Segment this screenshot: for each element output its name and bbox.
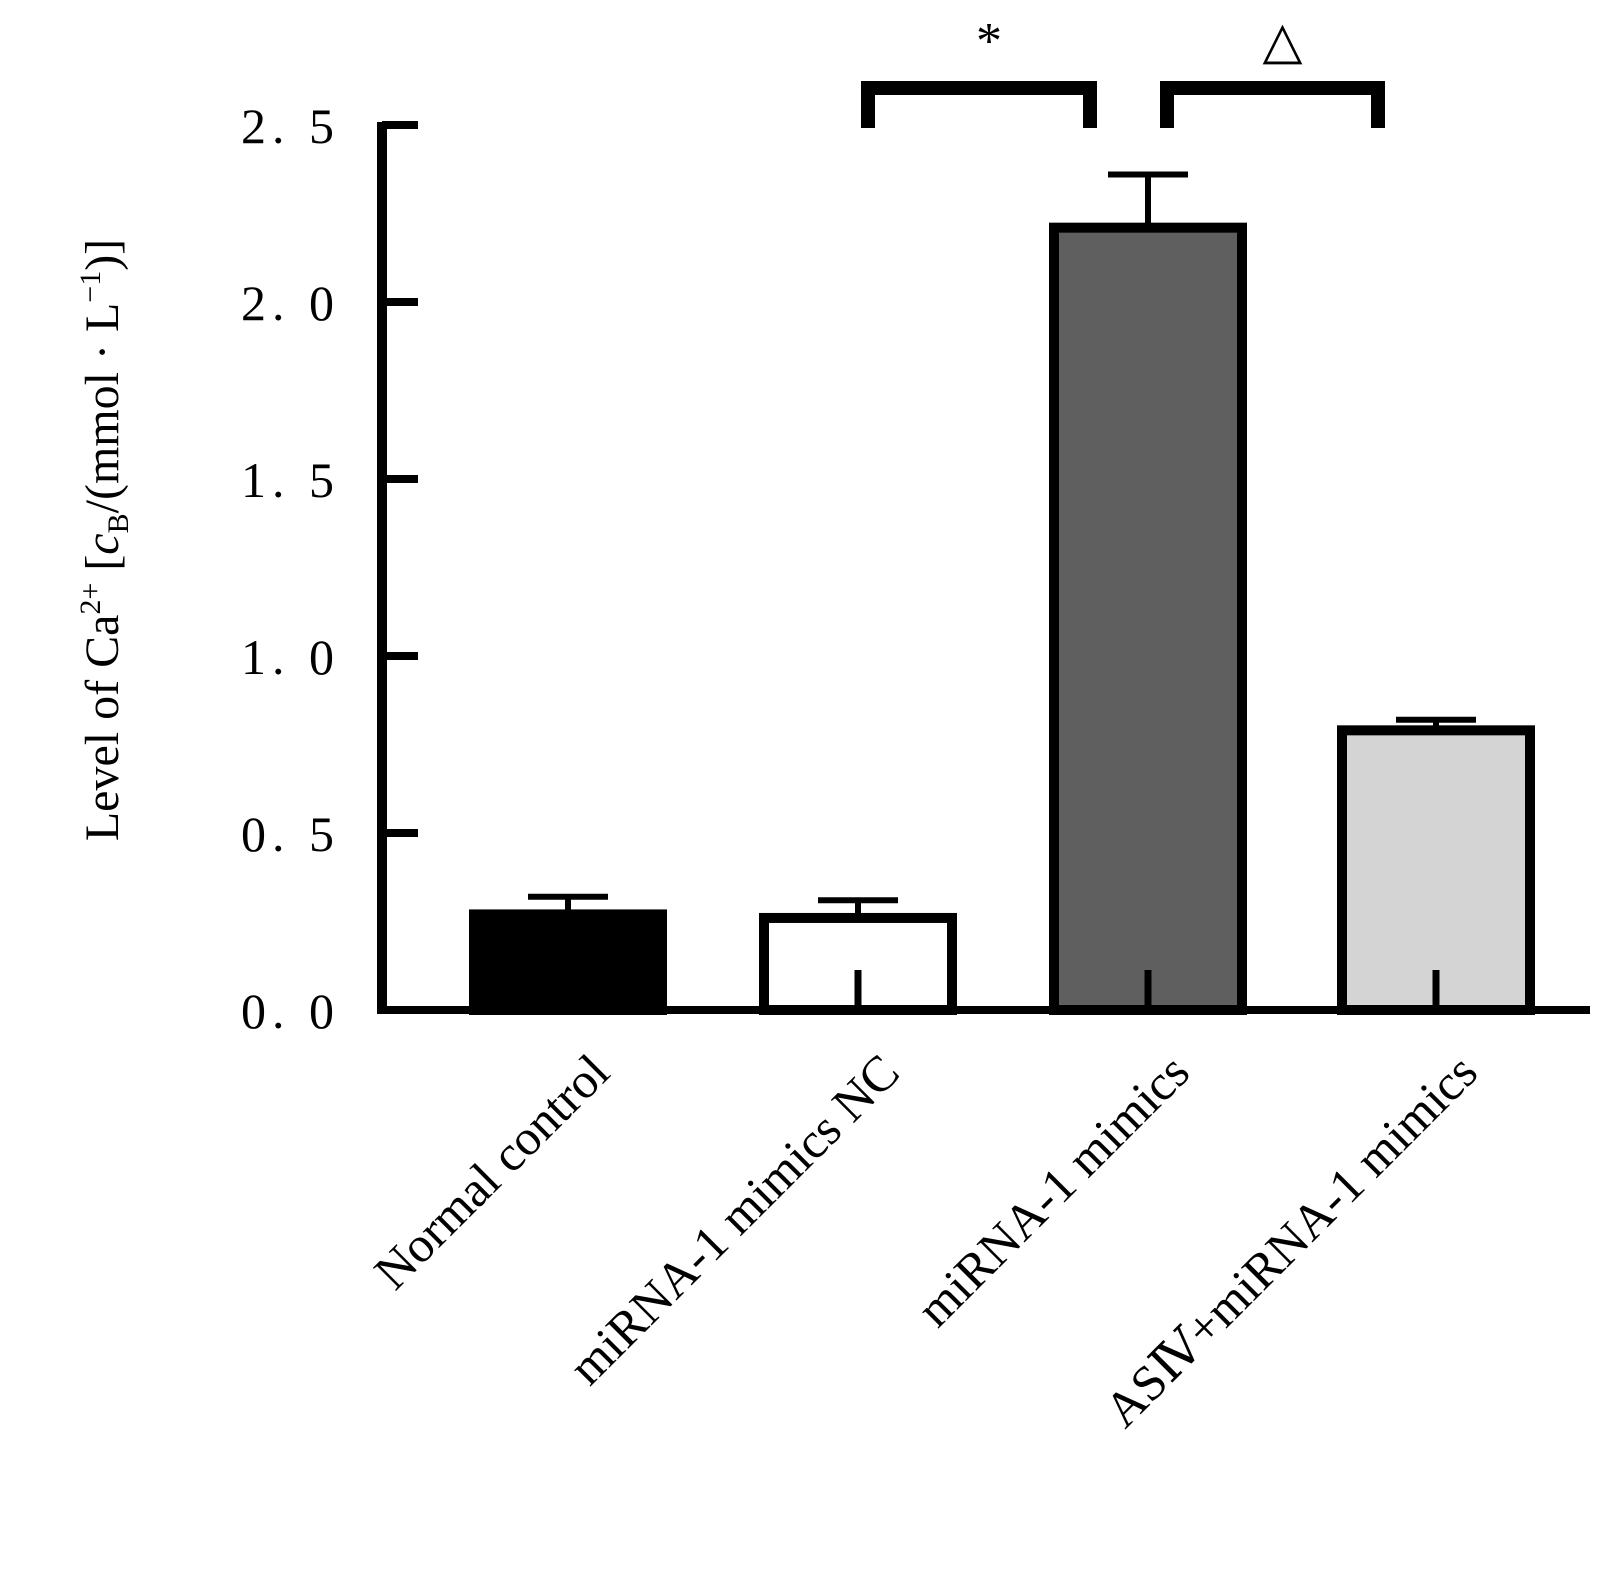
significance-bracket <box>861 81 1097 128</box>
x-category-label: Normal control <box>363 1043 620 1300</box>
y-axis-label: Level of Ca2+ [cB/(mmol · L−1)] <box>74 239 135 841</box>
y-tick-label: 1. 0 <box>241 629 340 685</box>
bars <box>469 171 1535 1016</box>
significance-symbol: * <box>976 13 1002 70</box>
x-category-label: miRNA-1 mimics NC <box>558 1043 910 1395</box>
bar <box>1337 725 1535 1016</box>
y-tick-label: 2. 5 <box>241 98 340 154</box>
x-category-label: miRNA-1 mimics <box>906 1043 1200 1337</box>
y-tick-label: 1. 5 <box>241 452 340 508</box>
y-tick-label: 0. 0 <box>241 983 340 1039</box>
significance-symbol: △ <box>1263 13 1303 70</box>
y-tick-label: 0. 5 <box>241 806 340 862</box>
significance-brackets: * △ <box>861 13 1385 128</box>
bar <box>1049 222 1247 1016</box>
significance-bracket <box>1160 81 1385 128</box>
y-tick-label: 2. 0 <box>241 275 340 331</box>
